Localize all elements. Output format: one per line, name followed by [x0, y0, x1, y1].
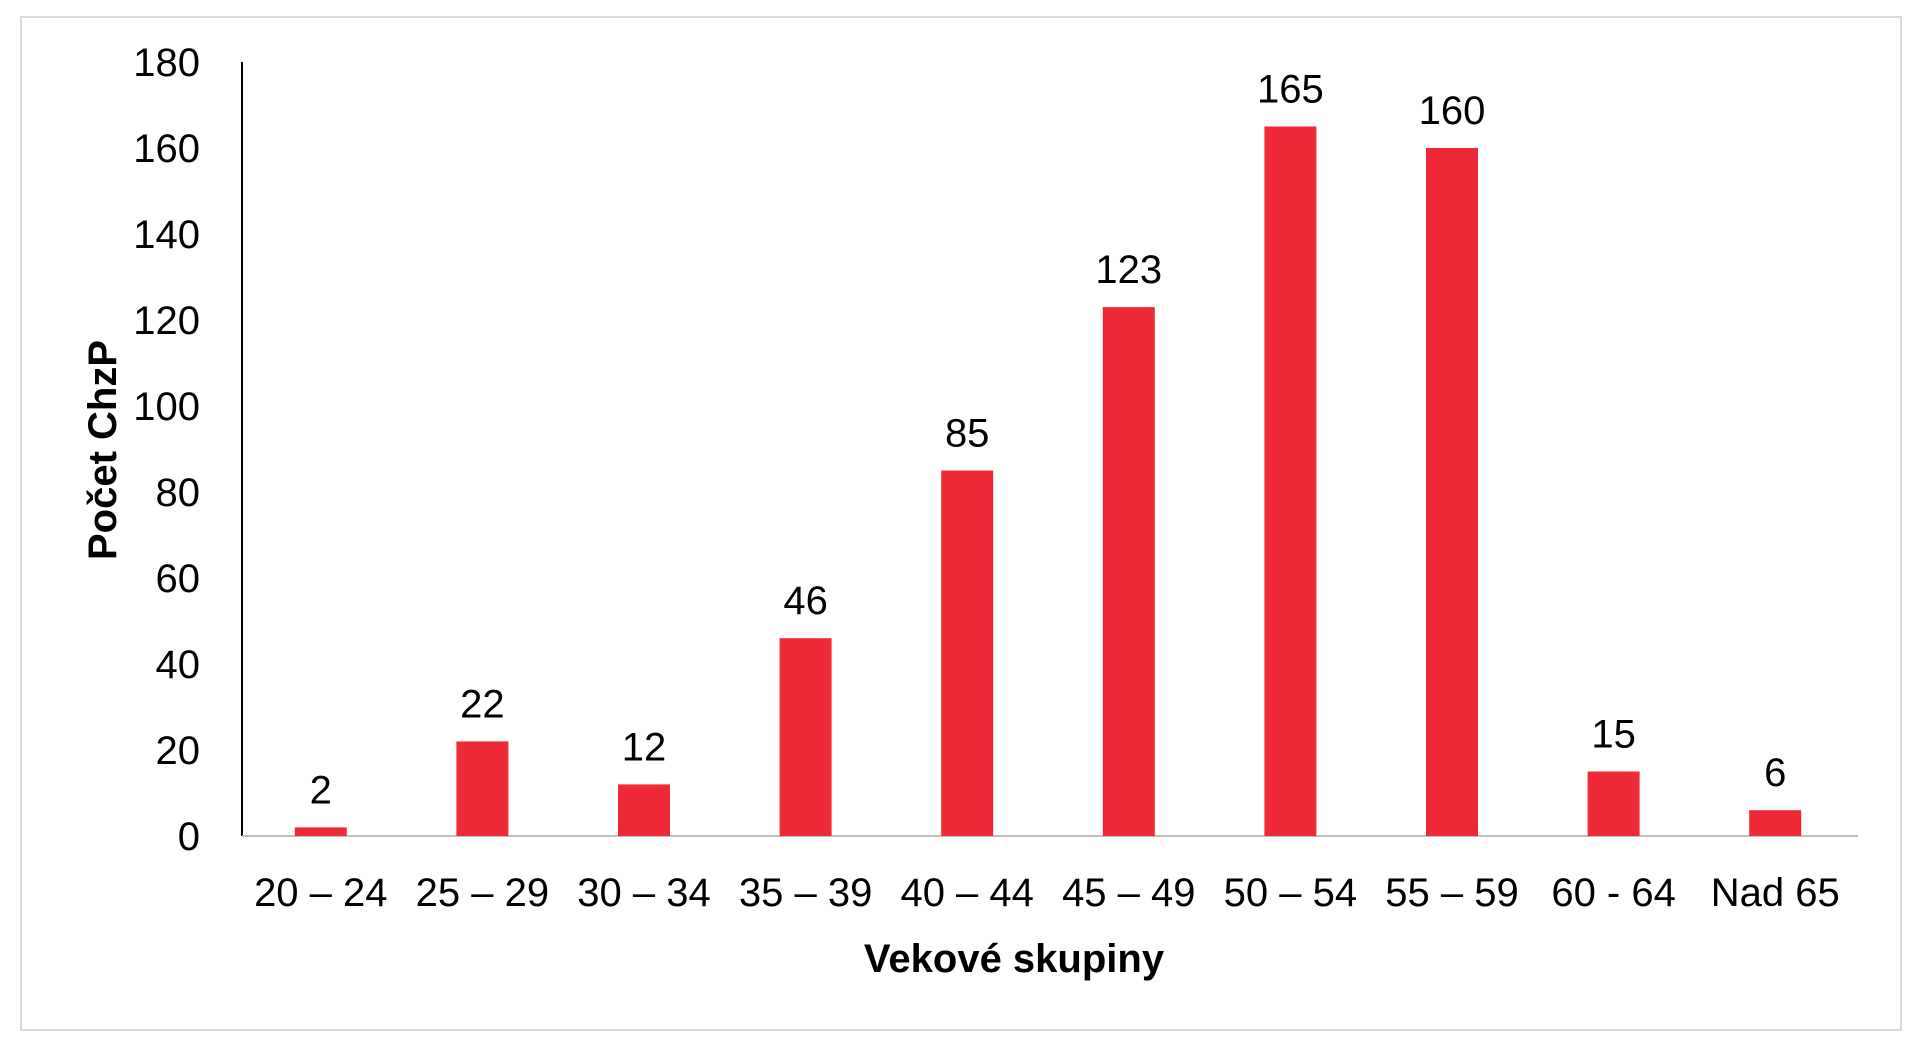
y-tick-label: 60 — [156, 557, 201, 601]
x-category-label: 30 – 34 — [577, 871, 710, 915]
bar-value-label: 2 — [310, 768, 332, 812]
x-axis-title: Vekové skupiny — [864, 937, 1165, 981]
bar — [456, 741, 509, 836]
y-tick-label: 140 — [133, 213, 200, 257]
y-tick-label: 80 — [156, 471, 201, 515]
x-category-label: 60 - 64 — [1551, 871, 1676, 915]
bar-value-label: 22 — [460, 682, 505, 726]
y-tick-label: 180 — [133, 41, 200, 85]
y-tick-label: 100 — [133, 385, 200, 429]
bar-value-label: 85 — [945, 412, 990, 456]
bar — [1587, 771, 1640, 836]
bar-value-label: 160 — [1419, 89, 1486, 133]
bar-value-label: 165 — [1257, 68, 1324, 112]
bar-value-label: 6 — [1764, 751, 1786, 795]
y-axis-title: Počet ChzP — [81, 340, 125, 560]
y-tick-label: 40 — [156, 643, 201, 687]
x-category-label: 55 – 59 — [1385, 871, 1518, 915]
y-tick-label: 0 — [178, 815, 200, 859]
x-category-label: 25 – 29 — [416, 871, 549, 915]
x-category-label: 40 – 44 — [900, 871, 1033, 915]
x-category-label: 50 – 54 — [1224, 871, 1357, 915]
bar-value-label: 12 — [622, 725, 667, 769]
bar — [779, 638, 832, 836]
bar — [618, 784, 670, 836]
bar-value-label: 123 — [1095, 248, 1162, 292]
y-axis-ticks: 0 20 40 60 80 100 120 140 160 180 — [133, 41, 200, 859]
bar — [294, 827, 347, 836]
bar-value-label: 15 — [1591, 713, 1636, 757]
x-category-label: 35 – 39 — [739, 871, 872, 915]
x-category-label: 20 – 24 — [254, 871, 387, 915]
y-tick-label: 20 — [156, 729, 201, 773]
bar — [1264, 126, 1317, 836]
bars — [294, 126, 1802, 837]
bar — [1102, 307, 1155, 837]
x-axis-category-labels: 20 – 24 25 – 29 30 – 34 35 – 39 40 – 44 45 – … — [254, 871, 1840, 915]
y-tick-label: 160 — [133, 127, 200, 171]
y-tick-label: 120 — [133, 299, 200, 343]
bar — [941, 470, 994, 836]
bar-value-label: 46 — [783, 579, 828, 623]
x-category-label: Nad 65 — [1711, 871, 1840, 915]
bar — [1426, 148, 1478, 836]
x-category-label: 45 – 49 — [1062, 871, 1195, 915]
bar — [1749, 810, 1802, 836]
